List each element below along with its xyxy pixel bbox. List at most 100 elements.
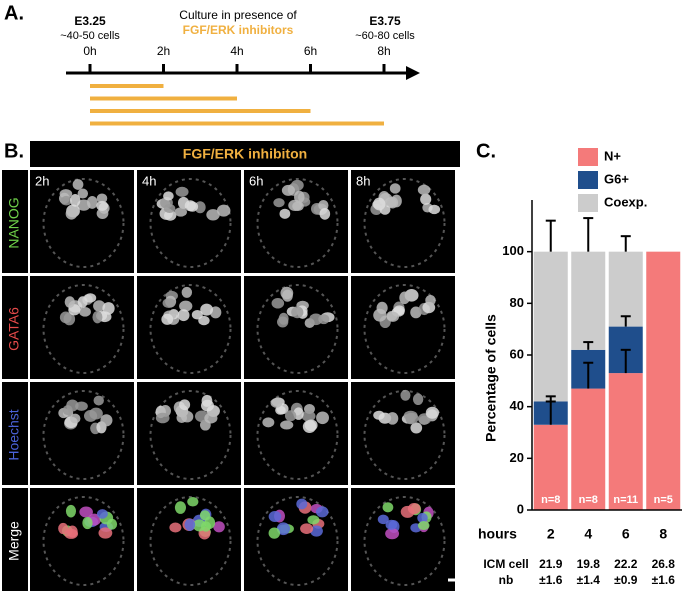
x-tick-label: 8 [659,526,667,542]
nucleus [86,195,98,209]
stage-label: E3.25 [74,14,106,28]
micrograph [30,382,134,485]
error-bar [583,217,594,252]
embryo-outline [149,390,232,480]
micrograph [351,488,455,591]
nucleus [318,199,329,211]
embryo-outline [363,284,446,374]
micrograph [244,488,348,591]
nucleus [106,518,118,530]
y-tick-label: 20 [510,450,524,465]
nucleus [309,313,323,326]
nucleus [70,194,81,207]
nucleus [161,313,174,325]
nucleus [385,528,400,540]
stage-label: E3.75 [369,14,401,28]
column-label: 2h [35,173,49,188]
y-tick-label: 40 [510,398,524,413]
timeline-arrow [406,66,420,80]
embryo-outline [256,390,339,480]
nucleus [403,410,418,421]
bar-segment [646,251,681,510]
cells-label: ~60-80 cells [355,30,415,42]
x-tick-label: 6 [622,526,630,542]
micrograph [137,170,241,273]
nucleus [280,420,294,430]
nucleus [417,184,431,196]
nucleus [175,186,189,197]
error-bar [545,219,556,252]
stacked-bar-chart: C. Percentage of cells hours ICM cell nb… [476,140,682,587]
nucleus [400,389,411,401]
row-label: NANOG [6,197,22,248]
panel-label: B. [4,140,24,162]
row-value: 26.8 [652,557,676,571]
nucleus [273,198,285,208]
bar-label: n=8 [579,494,598,506]
nucleus [60,195,72,206]
nucleus [98,527,113,539]
nucleus [268,511,282,523]
nucleus [64,296,75,308]
nucleus [102,302,115,315]
time-label: 6h [304,44,317,58]
embryo-outline [149,178,232,268]
embryo-outline [256,284,339,374]
nucleus [275,405,286,415]
nucleus [174,501,186,514]
legend-label: N+ [604,148,621,163]
legend-label: G6+ [604,171,629,186]
row-value: ±1.4 [577,573,601,587]
nucleus [386,311,400,322]
nucleus [200,521,211,532]
micrograph [30,488,134,591]
nucleus [96,207,109,219]
nucleus [417,521,430,531]
y-axis-title: Percentage of cells [483,314,499,442]
nucleus [271,297,285,309]
nucleus [425,294,436,306]
timeline: 0h 2h 4h 6h 8h [83,44,391,126]
embryo-outline [42,390,125,480]
nucleus [93,300,106,312]
nucleus [184,518,196,531]
nucleus [277,316,289,328]
row-value: 19.8 [577,557,601,571]
time-label: 8h [377,44,390,58]
nucleus [162,298,176,309]
row-label-box [2,170,28,273]
nucleus [213,521,225,533]
nucleus [96,509,108,519]
embryo-outline [256,496,339,586]
bar-segment [608,251,643,327]
bar-segment [533,251,568,402]
embryo-outline [149,496,232,586]
image-grid: NANOG 2h 4h 6h 8h GATA6 Hoechst Merge [2,170,458,591]
column-label: 6h [249,173,263,188]
embryo-outline [256,178,339,268]
nucleus [177,196,190,209]
embryo-outline [42,496,125,586]
nucleus [174,207,187,217]
nucleus [386,412,399,425]
nucleus [75,401,88,411]
nucleus [276,522,290,536]
row-value: 21.9 [539,557,563,571]
nucleus [315,506,329,518]
row-label: Hoechst [6,409,22,460]
nucleus [96,193,108,204]
nucleus [279,208,291,219]
bar-segment [571,388,606,510]
bar-label: n=11 [613,494,638,506]
nucleus [296,498,308,510]
error-bar [620,348,631,374]
legend-swatch [578,171,598,189]
nucleus [373,410,385,420]
nucleus [198,315,210,326]
nucleus [268,527,281,539]
nucleus [199,510,211,521]
nucleus [319,208,331,220]
time-label: 0h [83,44,96,58]
bar-segment [608,373,643,510]
nucleus [300,523,314,534]
